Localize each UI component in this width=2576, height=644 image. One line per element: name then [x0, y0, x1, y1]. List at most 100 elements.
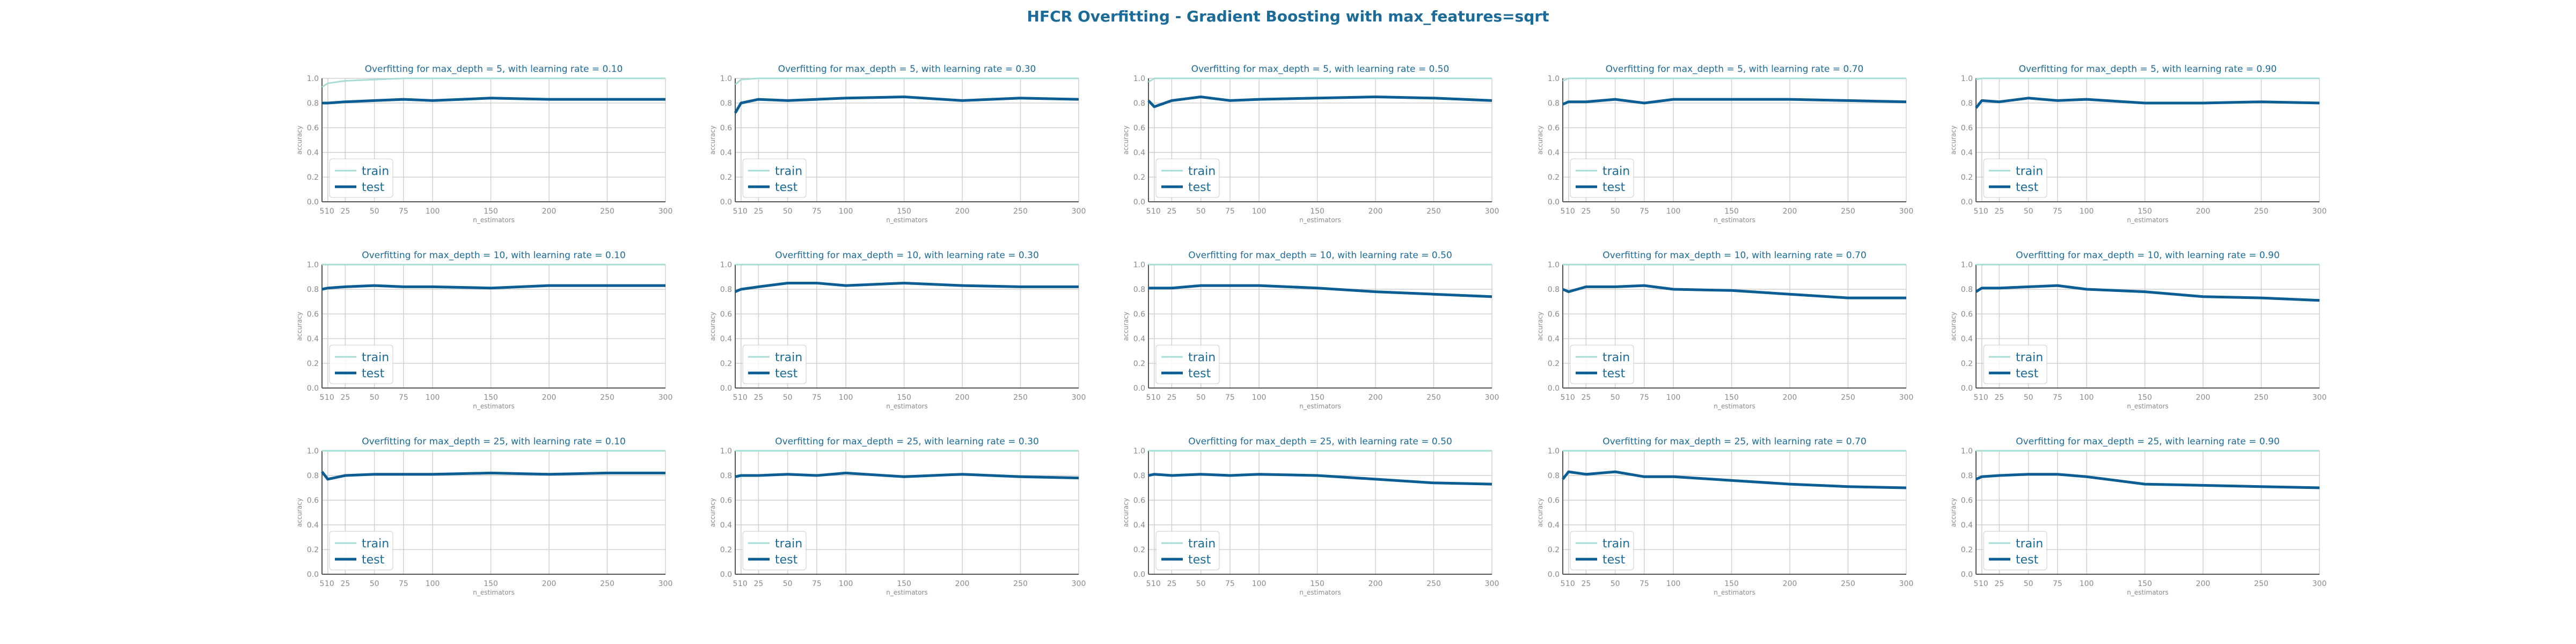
y-tick-label: 1.0	[1548, 447, 1560, 456]
x-tick-label: 100	[1666, 207, 1681, 216]
x-axis-label: n_estimators	[2127, 589, 2169, 596]
x-tick-label: 10	[1565, 207, 1575, 216]
y-tick-label: 0.0	[1133, 570, 1145, 579]
legend-label-test: test	[1602, 367, 1626, 380]
y-tick-label: 0.2	[1133, 360, 1145, 368]
y-tick-label: 0.0	[1548, 384, 1560, 393]
x-tick-label: 100	[1252, 580, 1267, 588]
chart-title: Overfitting for max_depth = 10, with lea…	[1602, 250, 1867, 261]
y-tick-label: 0.8	[1548, 99, 1560, 108]
x-tick-label: 5	[1146, 393, 1151, 402]
y-tick-label: 0.2	[720, 546, 732, 554]
x-tick-label: 50	[370, 393, 379, 402]
chart-title: Overfitting for max_depth = 10, with lea…	[1188, 250, 1452, 261]
x-axis-label: n_estimators	[1714, 216, 1755, 224]
x-tick-label: 150	[2138, 207, 2152, 216]
x-tick-label: 25	[340, 580, 350, 588]
y-tick-label: 0.4	[720, 335, 732, 343]
x-tick-label: 10	[1979, 580, 1988, 588]
x-tick-label: 50	[1611, 580, 1620, 588]
subplot-7: Overfitting for max_depth = 10, with lea…	[709, 250, 1086, 410]
y-tick-label: 0.2	[1133, 546, 1145, 554]
x-tick-label: 200	[542, 207, 557, 216]
x-tick-label: 300	[1899, 393, 1914, 402]
y-tick-label: 0.8	[720, 472, 732, 480]
x-tick-label: 200	[955, 393, 970, 402]
y-tick-label: 0.8	[1961, 99, 1973, 108]
x-tick-label: 250	[2254, 207, 2268, 216]
x-tick-label: 250	[1426, 207, 1441, 216]
y-tick-label: 0.0	[1548, 570, 1560, 579]
chart-title: Overfitting for max_depth = 5, with lear…	[1191, 64, 1450, 75]
legend-label-train: train	[1602, 537, 1630, 551]
subplot-13: Overfitting for max_depth = 25, with lea…	[1122, 436, 1499, 596]
x-tick-label: 25	[1581, 580, 1591, 588]
y-tick-label: 0.4	[720, 149, 732, 157]
x-tick-label: 75	[812, 393, 822, 402]
y-tick-label: 0.8	[1133, 472, 1145, 480]
x-tick-label: 10	[325, 393, 334, 402]
series-line-test	[1148, 473, 1492, 486]
x-tick-label: 5	[1974, 580, 1979, 588]
x-tick-label: 5	[1146, 580, 1151, 588]
y-axis-label: accuracy	[709, 312, 716, 341]
y-tick-label: 0.8	[1961, 472, 1973, 480]
subplot-5: Overfitting for max_depth = 5, with lear…	[1950, 64, 2326, 224]
y-tick-label: 0.6	[720, 124, 732, 133]
x-tick-label: 75	[812, 580, 822, 588]
y-axis-label: accuracy	[709, 498, 716, 527]
y-axis-label: accuracy	[296, 312, 303, 341]
x-axis-label: n_estimators	[1714, 589, 1755, 596]
y-axis-label: accuracy	[1122, 312, 1130, 341]
y-tick-label: 0.2	[1961, 546, 1973, 554]
x-tick-label: 250	[600, 580, 614, 588]
x-tick-label: 50	[370, 580, 379, 588]
y-tick-label: 0.4	[307, 521, 319, 530]
subplot-3: Overfitting for max_depth = 5, with lear…	[1122, 64, 1499, 224]
y-tick-label: 1.0	[307, 261, 319, 269]
x-tick-label: 200	[1368, 207, 1383, 216]
x-tick-label: 300	[1899, 207, 1914, 216]
chart-title: Overfitting for max_depth = 10, with lea…	[362, 250, 626, 261]
x-tick-label: 75	[1225, 207, 1235, 216]
x-tick-label: 10	[1151, 580, 1161, 588]
series-line-train	[735, 77, 1079, 85]
legend-label-train: train	[2016, 351, 2043, 364]
x-tick-label: 75	[2053, 580, 2062, 588]
legend-label-test: test	[1602, 553, 1626, 567]
x-tick-label: 250	[600, 207, 614, 216]
x-tick-label: 50	[2024, 207, 2033, 216]
x-tick-label: 300	[1072, 207, 1086, 216]
x-axis-label: n_estimators	[1299, 402, 1341, 410]
y-tick-label: 0.6	[1548, 496, 1560, 505]
x-tick-label: 300	[658, 393, 673, 402]
x-tick-label: 5	[733, 393, 738, 402]
x-tick-label: 150	[1310, 393, 1324, 402]
x-tick-label: 10	[1151, 393, 1161, 402]
y-tick-label: 0.4	[1548, 521, 1560, 530]
y-tick-label: 0.6	[307, 310, 319, 319]
y-tick-label: 0.8	[720, 99, 732, 108]
x-tick-label: 150	[897, 580, 911, 588]
x-tick-label: 150	[2138, 580, 2152, 588]
x-tick-label: 100	[2080, 580, 2094, 588]
x-tick-label: 50	[1611, 207, 1620, 216]
x-tick-label: 10	[738, 393, 748, 402]
y-tick-label: 0.0	[307, 384, 319, 393]
x-tick-label: 150	[1310, 207, 1324, 216]
series-line-test	[1562, 284, 1906, 299]
y-axis-label: accuracy	[1122, 126, 1130, 155]
x-tick-label: 250	[2254, 580, 2268, 588]
subplot-11: Overfitting for max_depth = 25, with lea…	[296, 436, 672, 596]
x-tick-label: 250	[1841, 580, 1855, 588]
legend-label-test: test	[1188, 367, 1211, 380]
x-tick-label: 10	[738, 207, 748, 216]
x-tick-label: 5	[1561, 580, 1565, 588]
series-line-test	[321, 471, 665, 481]
x-tick-label: 200	[1783, 393, 1797, 402]
legend-label-train: train	[1602, 165, 1630, 178]
x-tick-label: 5	[1974, 393, 1979, 402]
x-tick-label: 150	[1724, 207, 1739, 216]
x-tick-label: 150	[2138, 393, 2152, 402]
